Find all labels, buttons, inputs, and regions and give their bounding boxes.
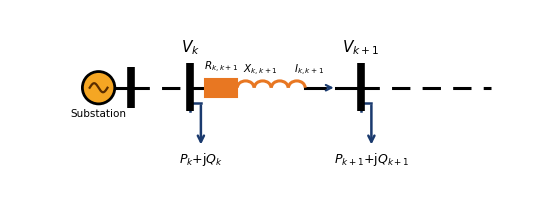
Text: $P_{k+1}$+j$Q_{k+1}$: $P_{k+1}$+j$Q_{k+1}$ <box>334 151 409 168</box>
FancyBboxPatch shape <box>205 79 237 97</box>
Text: $I_{k,k+1}$: $I_{k,k+1}$ <box>294 63 324 78</box>
Text: $R_{k,k+1}$: $R_{k,k+1}$ <box>204 60 238 75</box>
Text: $X_{k,k+1}$: $X_{k,k+1}$ <box>243 63 278 78</box>
Circle shape <box>82 72 115 104</box>
Text: $V_k$: $V_k$ <box>181 38 200 57</box>
Text: Substation: Substation <box>70 109 126 119</box>
Text: $V_{k+1}$: $V_{k+1}$ <box>342 38 380 57</box>
Text: $P_k$+j$Q_k$: $P_k$+j$Q_k$ <box>179 151 223 168</box>
